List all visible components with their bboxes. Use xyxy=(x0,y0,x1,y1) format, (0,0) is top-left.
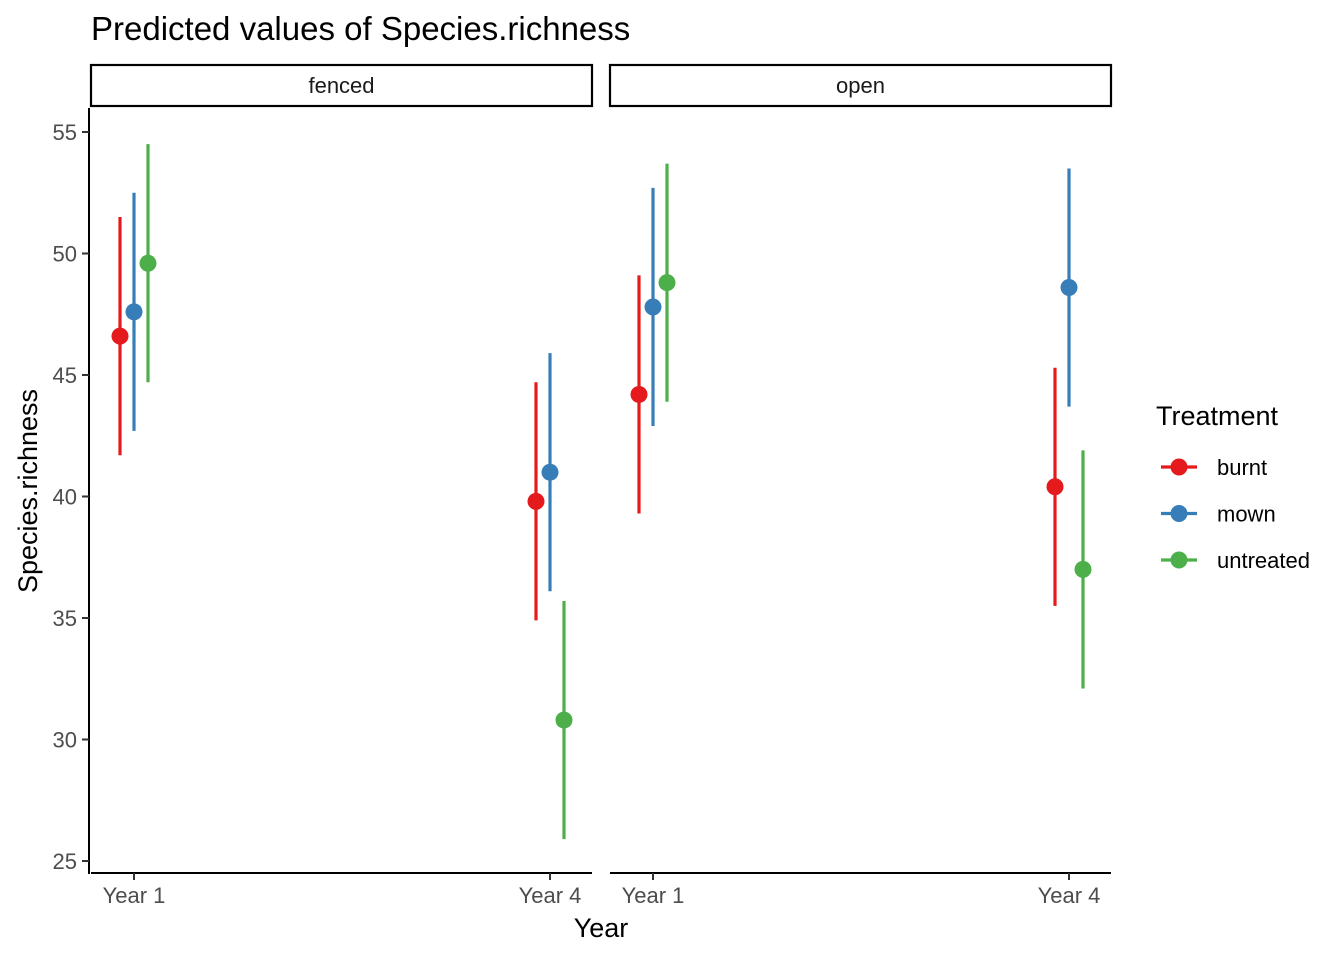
x-tick-label: Year 4 xyxy=(1038,883,1101,908)
legend-item-untreated: untreated xyxy=(1161,548,1310,573)
y-axis: 25 30 35 40 45 50 55 xyxy=(53,108,90,874)
facet-panels: fenced Year 1 Year 4 open Year 1 Year 4 xyxy=(89,63,1113,908)
legend-title: Treatment xyxy=(1156,401,1279,431)
y-tick-label: 55 xyxy=(53,120,77,145)
legend-item-burnt: burnt xyxy=(1161,455,1267,480)
facet-label: fenced xyxy=(308,73,374,98)
x-tick-label: Year 4 xyxy=(519,883,582,908)
point-burnt xyxy=(630,385,648,403)
legend-key-point xyxy=(1170,505,1188,522)
y-tick-label: 35 xyxy=(53,606,77,631)
legend-item-mown: mown xyxy=(1161,502,1276,527)
point-untreated xyxy=(555,711,573,729)
y-axis-title: Species.richness xyxy=(13,389,43,593)
x-tick-label: Year 1 xyxy=(103,883,166,908)
legend-label: mown xyxy=(1217,502,1276,527)
legend-key-point xyxy=(1170,551,1188,569)
point-mown xyxy=(125,303,143,321)
y-tick-label: 45 xyxy=(53,363,77,388)
y-tick-label: 25 xyxy=(53,849,77,874)
x-axis-title: Year xyxy=(574,913,629,943)
legend: Treatment burnt mown untreated xyxy=(1156,401,1310,573)
point-mown xyxy=(644,298,662,316)
facet-panel-open: open Year 1 Year 4 xyxy=(608,63,1113,908)
facet-panel-fenced: fenced Year 1 Year 4 xyxy=(89,63,594,908)
chart-title: Predicted values of Species.richness xyxy=(91,10,630,47)
facet-strip xyxy=(608,63,1113,108)
point-mown xyxy=(541,463,559,481)
point-untreated xyxy=(1074,560,1092,578)
point-burnt xyxy=(1046,478,1064,496)
legend-key-point xyxy=(1170,458,1188,476)
y-tick-label: 50 xyxy=(53,242,77,267)
x-tick-label: Year 1 xyxy=(622,883,685,908)
y-tick-label: 30 xyxy=(53,728,77,753)
facet-strip xyxy=(89,63,594,108)
point-mown xyxy=(1060,279,1078,297)
point-untreated xyxy=(658,274,676,292)
y-tick-label: 40 xyxy=(53,485,77,510)
point-burnt xyxy=(111,327,129,345)
facet-label: open xyxy=(836,73,885,98)
point-burnt xyxy=(527,492,545,510)
point-untreated xyxy=(139,254,157,272)
legend-label: burnt xyxy=(1217,455,1267,480)
legend-label: untreated xyxy=(1217,548,1310,573)
